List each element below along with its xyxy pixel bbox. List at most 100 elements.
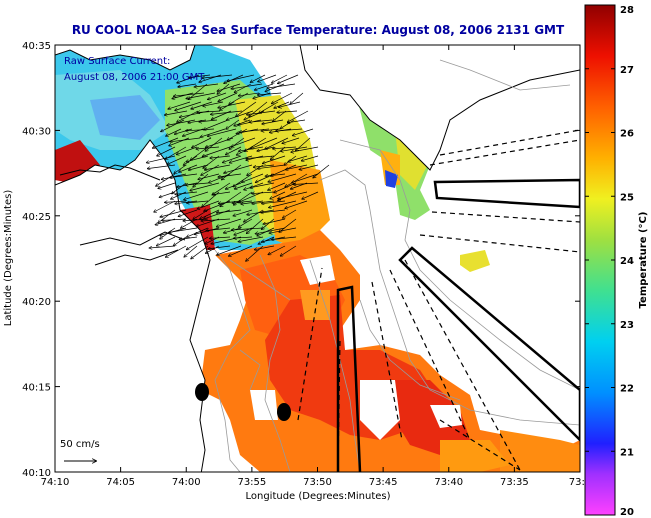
- current-vector: [247, 110, 276, 115]
- current-vector: [282, 137, 300, 143]
- current-vector: [176, 146, 198, 155]
- current-vector: [203, 155, 220, 168]
- x-tick-label: 74:05: [106, 477, 135, 488]
- colorbar-ticks: 28 27 26 25 24 23 22 21 20: [585, 4, 634, 518]
- current-vector: [206, 137, 234, 147]
- current-vector: [208, 245, 231, 249]
- scale-label: 50 cm/s: [60, 439, 100, 450]
- current-vector: [169, 137, 190, 146]
- current-vector: [244, 182, 264, 190]
- current-vector: [175, 101, 202, 111]
- current-vector: [168, 101, 191, 109]
- colorbar-tick-label: 22: [620, 384, 634, 395]
- current-vector: [187, 200, 209, 203]
- current-vector: [201, 164, 220, 175]
- current-vector: [285, 164, 308, 170]
- x-tick-label: 74:00: [172, 477, 201, 488]
- colorbar-tick-label: 24: [620, 256, 634, 267]
- site-marker-1: [195, 383, 209, 401]
- current-vector: [236, 101, 257, 117]
- current-vector: [199, 119, 218, 122]
- current-vector: [273, 146, 297, 149]
- current-vector: [277, 111, 298, 113]
- colorbar: [584, 4, 616, 516]
- current-vector: [205, 164, 231, 170]
- current-vector: [208, 128, 237, 136]
- current-vector: [227, 74, 255, 81]
- current-vector: [189, 83, 208, 99]
- current-vector: [157, 146, 176, 156]
- current-vector: [270, 191, 286, 199]
- current-vector: [272, 92, 293, 104]
- current-vector: [299, 164, 319, 170]
- cloud-gaps: [250, 95, 462, 440]
- current-vector: [285, 200, 308, 208]
- current-vector: [249, 119, 273, 122]
- current-vector: [272, 236, 297, 240]
- transect-boxes: [336, 178, 580, 472]
- current-vector: [177, 110, 199, 122]
- current-vector: [279, 101, 301, 107]
- current-vector: [165, 110, 188, 115]
- site-marker-2: [277, 403, 291, 421]
- current-vector: [258, 164, 286, 169]
- current-vector: [234, 119, 251, 126]
- current-vector: [263, 218, 286, 224]
- current-vector: [193, 209, 209, 219]
- current-vector: [280, 245, 297, 256]
- x-tick-label: 73:35: [500, 477, 529, 488]
- current-vector: [186, 236, 209, 250]
- current-vector: [217, 209, 242, 213]
- current-vector: [217, 83, 241, 91]
- current-vector: [263, 155, 286, 164]
- current-vector: [293, 128, 314, 136]
- current-vector: [186, 128, 215, 131]
- current-vector: [280, 119, 295, 129]
- colorbar-tick-label: 23: [620, 320, 634, 331]
- current-vector: [218, 92, 238, 102]
- current-vector: [255, 245, 275, 250]
- current-vector: [202, 146, 231, 157]
- current-vector: [179, 236, 198, 239]
- current-vector: [258, 74, 277, 82]
- x-tick-label: 73:55: [237, 477, 266, 488]
- current-vector: [197, 111, 221, 113]
- current-vector: [159, 191, 176, 197]
- current-vector: [222, 164, 242, 180]
- current-vector: [175, 200, 198, 204]
- current-vector: [251, 137, 278, 149]
- current-vector: [147, 164, 176, 169]
- current-vector: [161, 173, 187, 179]
- current-vector: [149, 245, 176, 248]
- current-vector: [293, 183, 319, 185]
- current-vector: [238, 236, 264, 242]
- current-vector: [160, 209, 187, 217]
- current-vector: [257, 146, 275, 151]
- current-vector: [231, 83, 263, 89]
- current-vector: [203, 101, 224, 106]
- current-vector: [237, 146, 253, 155]
- current-vector: [166, 128, 182, 136]
- current-vector: [170, 137, 201, 142]
- current-vector: [233, 209, 253, 216]
- current-vector: [198, 173, 220, 179]
- current-vector: [161, 119, 185, 132]
- current-vector: [269, 227, 297, 233]
- current-vector: [158, 182, 176, 189]
- y-axis-ticks: 40:35 40:30 40:25 40:20 40:15 40:10: [22, 41, 580, 479]
- current-vector: [254, 83, 274, 90]
- current-vector: [191, 101, 213, 109]
- land-ny: [55, 45, 195, 70]
- current-vector: [201, 218, 231, 221]
- land-li: [300, 45, 580, 170]
- current-vector: [189, 74, 211, 78]
- current-vector: [175, 128, 193, 134]
- y-tick-label: 40:15: [22, 383, 51, 394]
- x-tick-label: 73:3: [569, 477, 591, 488]
- current-vector: [188, 119, 207, 123]
- current-vector: [274, 182, 297, 193]
- colorbar-tick-label: 27: [620, 65, 634, 76]
- x-tick-label: 73:40: [434, 477, 463, 488]
- current-vector: [239, 146, 264, 151]
